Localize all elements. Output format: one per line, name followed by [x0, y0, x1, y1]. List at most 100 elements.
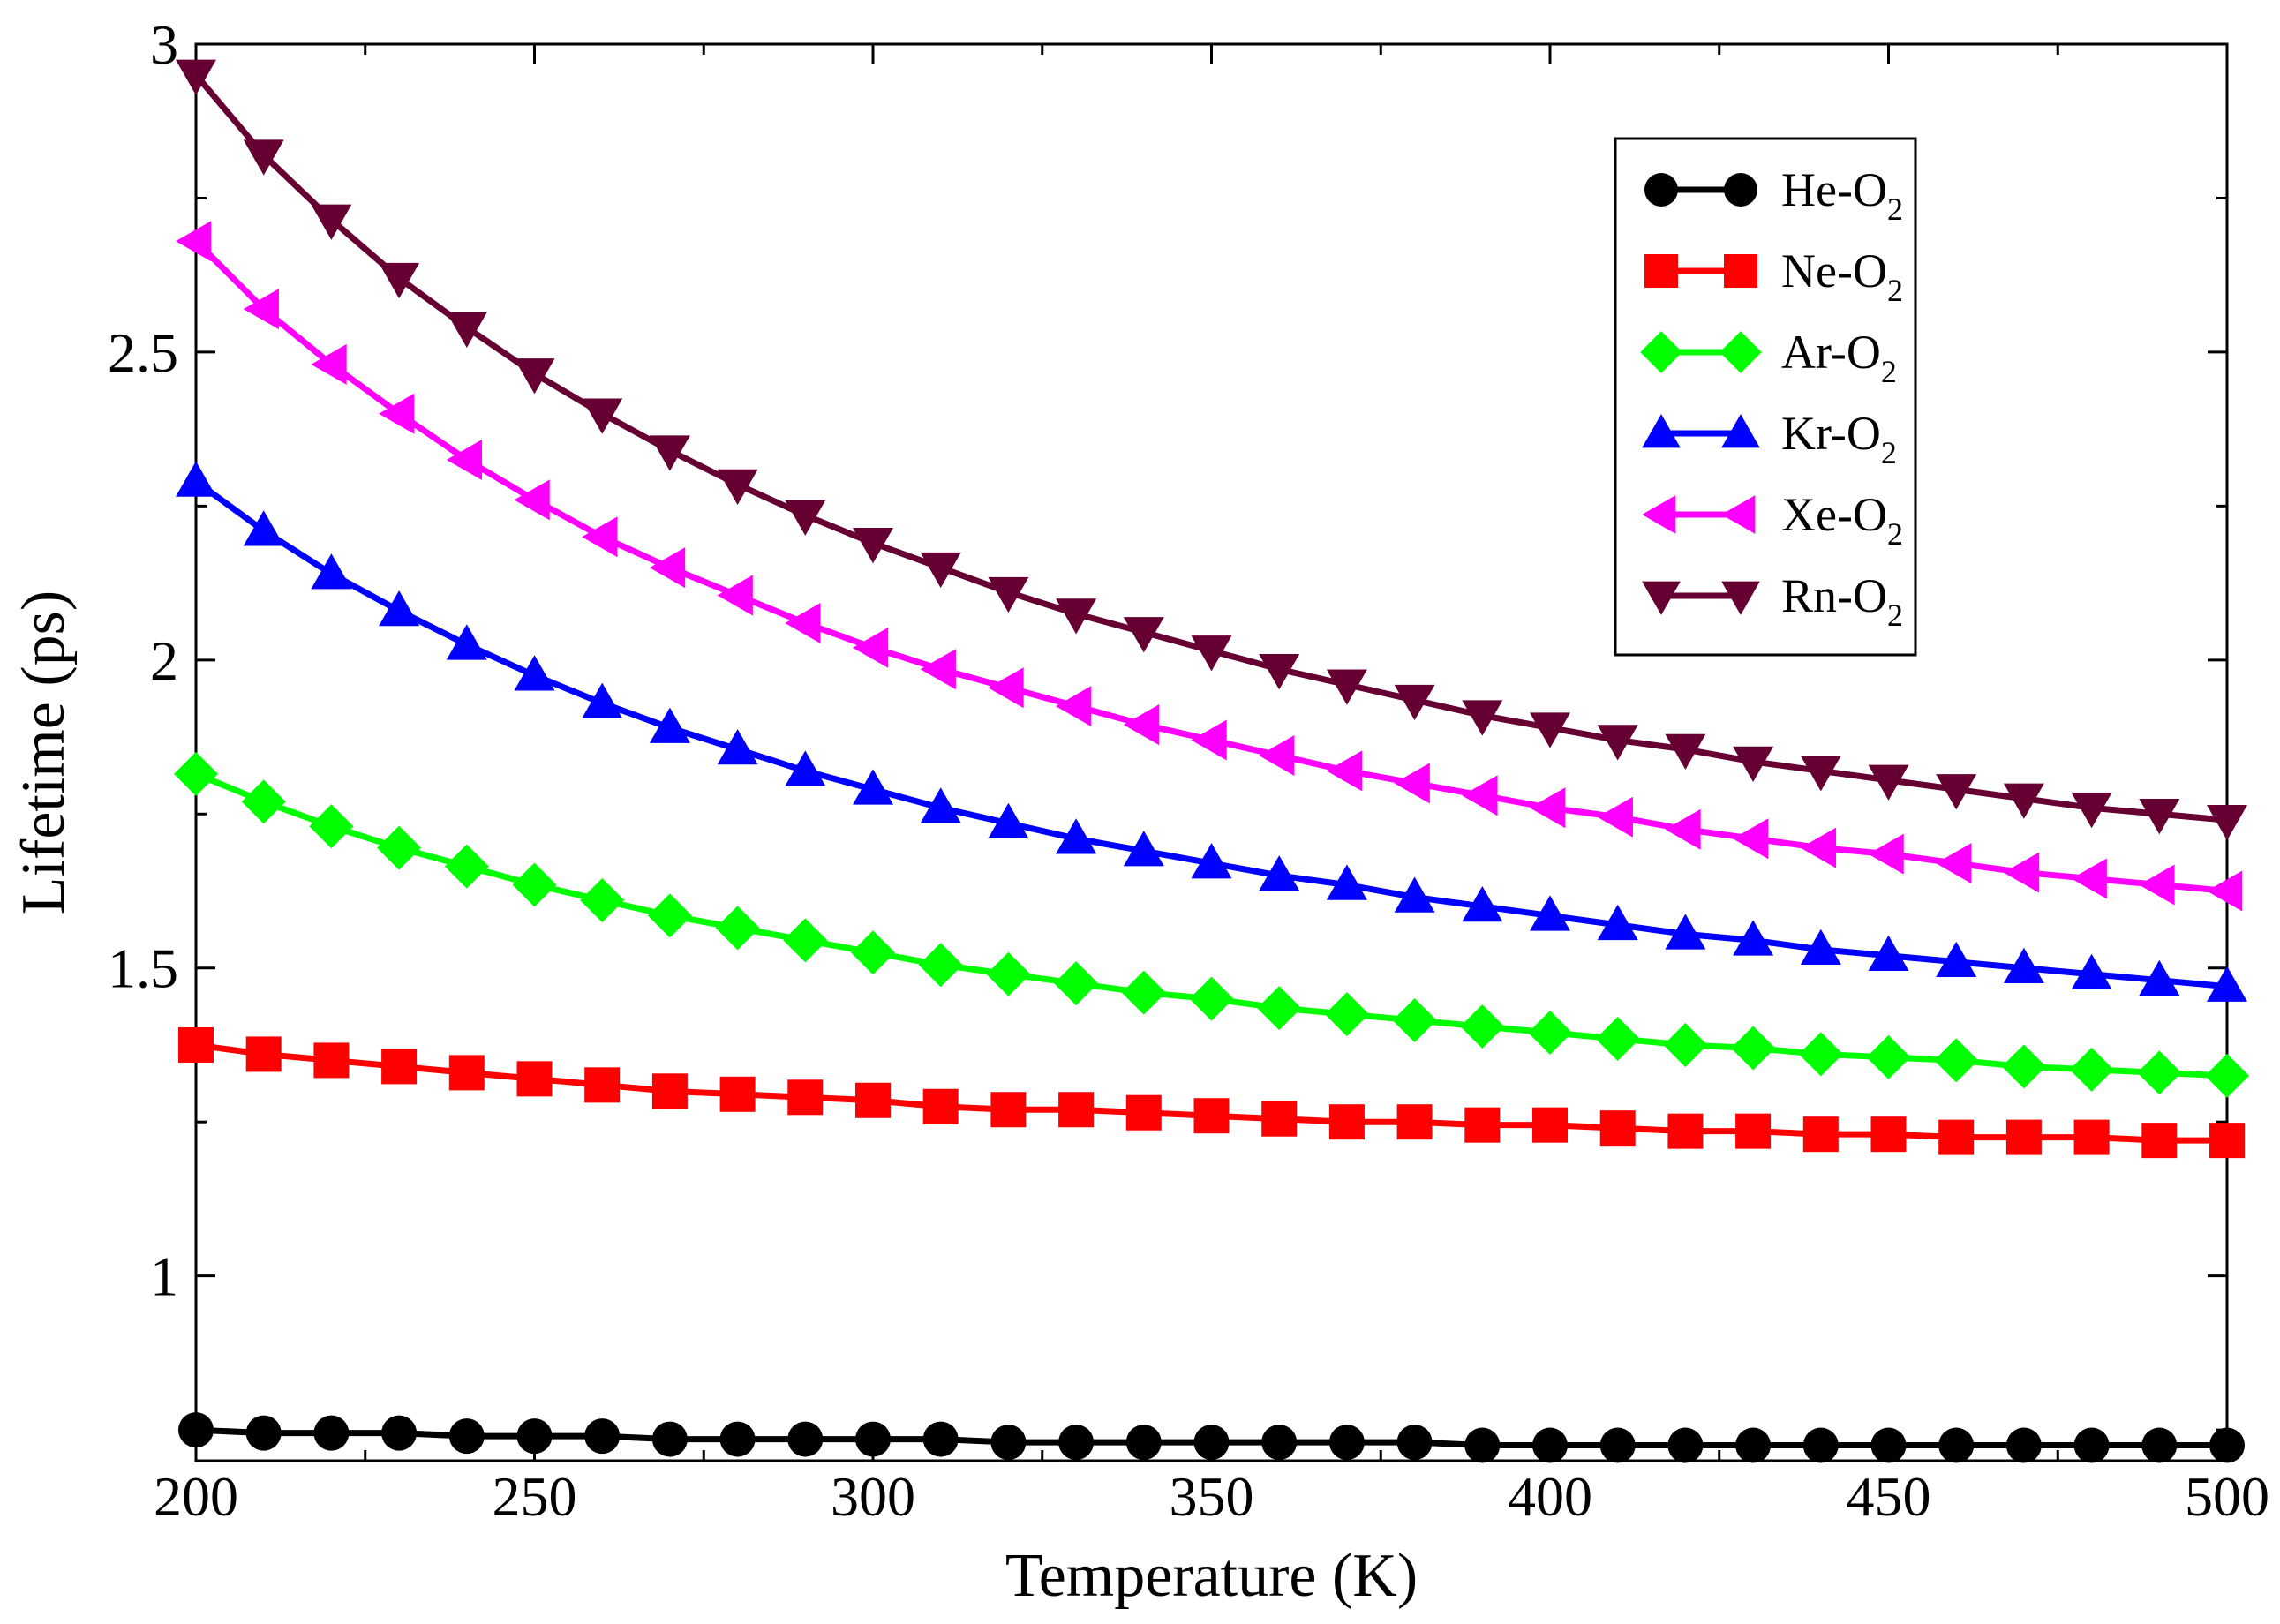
data-point [176, 461, 216, 497]
y-tick-label: 2.5 [108, 321, 178, 384]
data-point [2071, 793, 2112, 829]
data-point [785, 750, 826, 786]
data-point [174, 751, 218, 796]
data-point [379, 393, 415, 434]
data-point [922, 1421, 959, 1457]
legend-label-subscript: 2 [1881, 354, 1897, 389]
data-point [1125, 1094, 1162, 1131]
legend-label-subscript: 2 [1881, 435, 1897, 470]
data-point [787, 1421, 824, 1457]
data-point [1123, 617, 1164, 653]
legend-marker [1721, 414, 1760, 448]
data-point [2073, 1119, 2110, 1155]
data-point [1191, 843, 1232, 879]
data-point [313, 1415, 350, 1451]
data-point [1800, 929, 1841, 966]
data-point [651, 1073, 688, 1109]
data-point [1394, 876, 1435, 913]
legend-box [1614, 137, 1917, 657]
data-point [311, 204, 352, 240]
data-point [2003, 783, 2044, 819]
y-tick-labels: 1 1.5 2 2.5 3 [108, 13, 178, 1308]
data-point [988, 802, 1029, 838]
x-tick-label: 400 [1508, 1465, 1592, 1528]
data-point [1532, 1107, 1568, 1143]
legend-label-subscript: 2 [1887, 598, 1903, 633]
legend-marker [1640, 331, 1682, 373]
data-point [1870, 1427, 1907, 1463]
data-point [2003, 947, 2044, 983]
y-tick-label: 3 [150, 13, 178, 76]
axis-ticks [194, 42, 2229, 1461]
data-point [2005, 1427, 2042, 1463]
data-point [446, 312, 487, 348]
data-point [990, 1425, 1027, 1461]
data-point [311, 553, 352, 590]
data-point [1392, 998, 1437, 1043]
data-point [2137, 1050, 2182, 1095]
data-point [855, 1082, 891, 1118]
data-point [1802, 1427, 1839, 1463]
data-point [514, 358, 555, 395]
data-point [1731, 1026, 1776, 1071]
data-point [176, 221, 212, 262]
data-point [785, 602, 821, 643]
data-point [446, 440, 483, 481]
data-point [377, 825, 422, 870]
data-point [1464, 1107, 1501, 1143]
data-point [1800, 827, 1837, 868]
series-line-Ar-O2 [194, 771, 2228, 1079]
data-point [1056, 598, 1097, 635]
data-point [178, 1026, 214, 1063]
data-point [1936, 774, 1977, 810]
data-point [1261, 1425, 1298, 1461]
data-point [2209, 1427, 2245, 1463]
data-point [717, 469, 758, 505]
data-point [1058, 1092, 1095, 1128]
data-point [1121, 970, 1166, 1015]
data-point [2141, 1123, 2178, 1159]
series-Kr-O2 [176, 461, 2247, 1002]
data-point [1597, 904, 1638, 941]
data-point [1866, 1034, 1911, 1079]
data-point [717, 575, 753, 616]
data-point [1326, 864, 1367, 900]
data-point [1663, 1022, 1708, 1067]
legend-marker [1644, 173, 1678, 207]
series-Ar-O2 [174, 751, 2249, 1098]
data-point [516, 1418, 553, 1455]
data-point [2207, 966, 2247, 1002]
data-point [1665, 914, 1706, 950]
data-point [1054, 961, 1099, 1006]
data-point [988, 576, 1029, 613]
series-line-Xe-O2 [193, 238, 2228, 894]
data-point [1597, 796, 1633, 838]
data-point [1665, 808, 1701, 850]
data-point [1326, 669, 1367, 705]
data-point [649, 435, 690, 471]
data-point [1394, 684, 1435, 721]
data-point [580, 877, 625, 922]
data-point [2141, 1427, 2178, 1463]
data-point [582, 516, 618, 558]
data-point [2207, 870, 2243, 912]
data-point [1259, 654, 1300, 690]
data-point [1462, 775, 1498, 816]
data-point [1733, 818, 1769, 860]
data-point [649, 707, 690, 743]
series-Xe-O2 [176, 221, 2243, 912]
series-Ne-O2 [178, 1026, 2245, 1159]
legend-label-subscript: 2 [1887, 273, 1903, 308]
data-point [1324, 992, 1369, 1037]
legend-marker [1724, 173, 1757, 207]
data-point [584, 1418, 621, 1455]
data-point [1462, 700, 1503, 736]
data-point [444, 844, 489, 889]
data-point [448, 1418, 485, 1455]
data-point [1396, 1104, 1433, 1140]
data-point [1396, 1425, 1433, 1461]
data-point [1798, 1032, 1843, 1077]
data-point [512, 862, 557, 907]
legend-label-subscript: 2 [1887, 192, 1903, 227]
data-point [719, 1076, 756, 1112]
